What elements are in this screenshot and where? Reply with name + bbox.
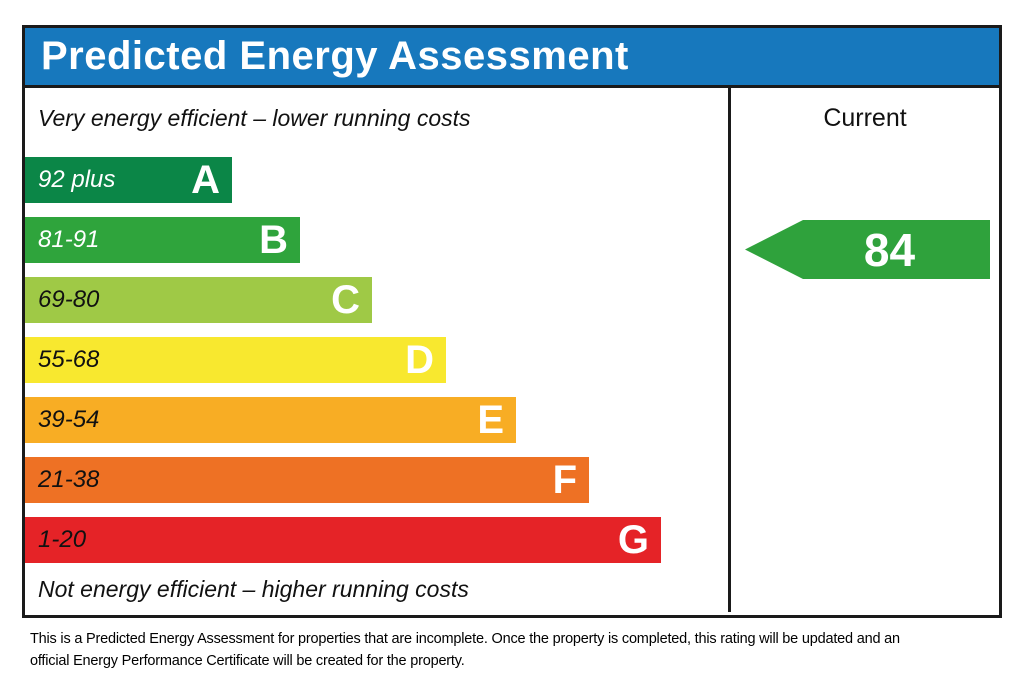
current-column: Current 84 — [731, 88, 999, 612]
panel-body: Very energy efficient – lower running co… — [25, 88, 999, 612]
band-letter: C — [331, 278, 360, 322]
band-range-label: 92 plus — [38, 166, 116, 193]
band-range-label: 81-91 — [38, 226, 100, 253]
band-row: 21-38 F — [25, 457, 589, 503]
band-row: 39-54 E — [25, 397, 516, 443]
rating-chart-area: Very energy efficient – lower running co… — [25, 88, 731, 612]
current-rating-value: 84 — [863, 223, 916, 276]
page-title: Predicted Energy Assessment — [41, 34, 629, 78]
band-range-label: 69-80 — [38, 286, 100, 313]
band-row: 55-68 D — [25, 337, 446, 383]
band-letter: A — [191, 158, 220, 202]
footer-note: This is a Predicted Energy Assessment fo… — [30, 628, 900, 672]
band-letter: B — [259, 218, 288, 262]
band-row: 92 plus A — [25, 157, 232, 203]
efficiency-bottom-note: Not energy efficient – higher running co… — [38, 576, 469, 602]
band-range-label: 1-20 — [38, 526, 87, 553]
band-letter: E — [477, 398, 504, 442]
band-row: 1-20 G — [25, 517, 661, 563]
footer-line-1: This is a Predicted Energy Assessment fo… — [30, 631, 900, 647]
band-letter: D — [405, 338, 434, 382]
band-letter: F — [552, 458, 577, 502]
footer-line-2: official Energy Performance Certificate … — [30, 653, 465, 669]
band-range-label: 21-38 — [38, 466, 100, 493]
band-range-label: 55-68 — [38, 346, 100, 373]
band-range-label: 39-54 — [38, 406, 100, 433]
efficiency-top-note: Very energy efficient – lower running co… — [38, 105, 471, 131]
band-row: 69-80 C — [25, 277, 372, 323]
band-bars: 92 plus A 81-91 B 69-80 C 55-68 D 39-54 … — [25, 157, 661, 577]
band-row: 81-91 B — [25, 217, 300, 263]
current-column-header: Current — [823, 104, 907, 132]
header-bar: Predicted Energy Assessment — [25, 28, 999, 88]
energy-assessment-panel: Predicted Energy Assessment Very energy … — [22, 25, 1002, 618]
current-rating-arrow: 84 — [745, 220, 990, 279]
band-letter: G — [617, 518, 649, 562]
